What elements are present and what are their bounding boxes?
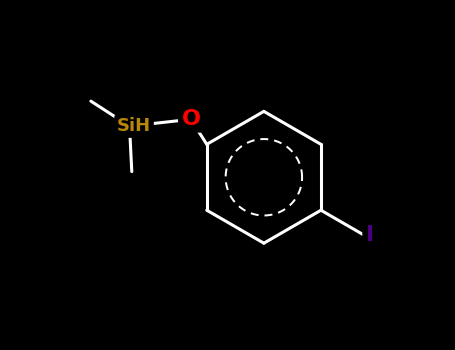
Text: I: I bbox=[366, 225, 374, 245]
Text: O: O bbox=[182, 109, 200, 129]
Text: SiH: SiH bbox=[117, 117, 151, 135]
